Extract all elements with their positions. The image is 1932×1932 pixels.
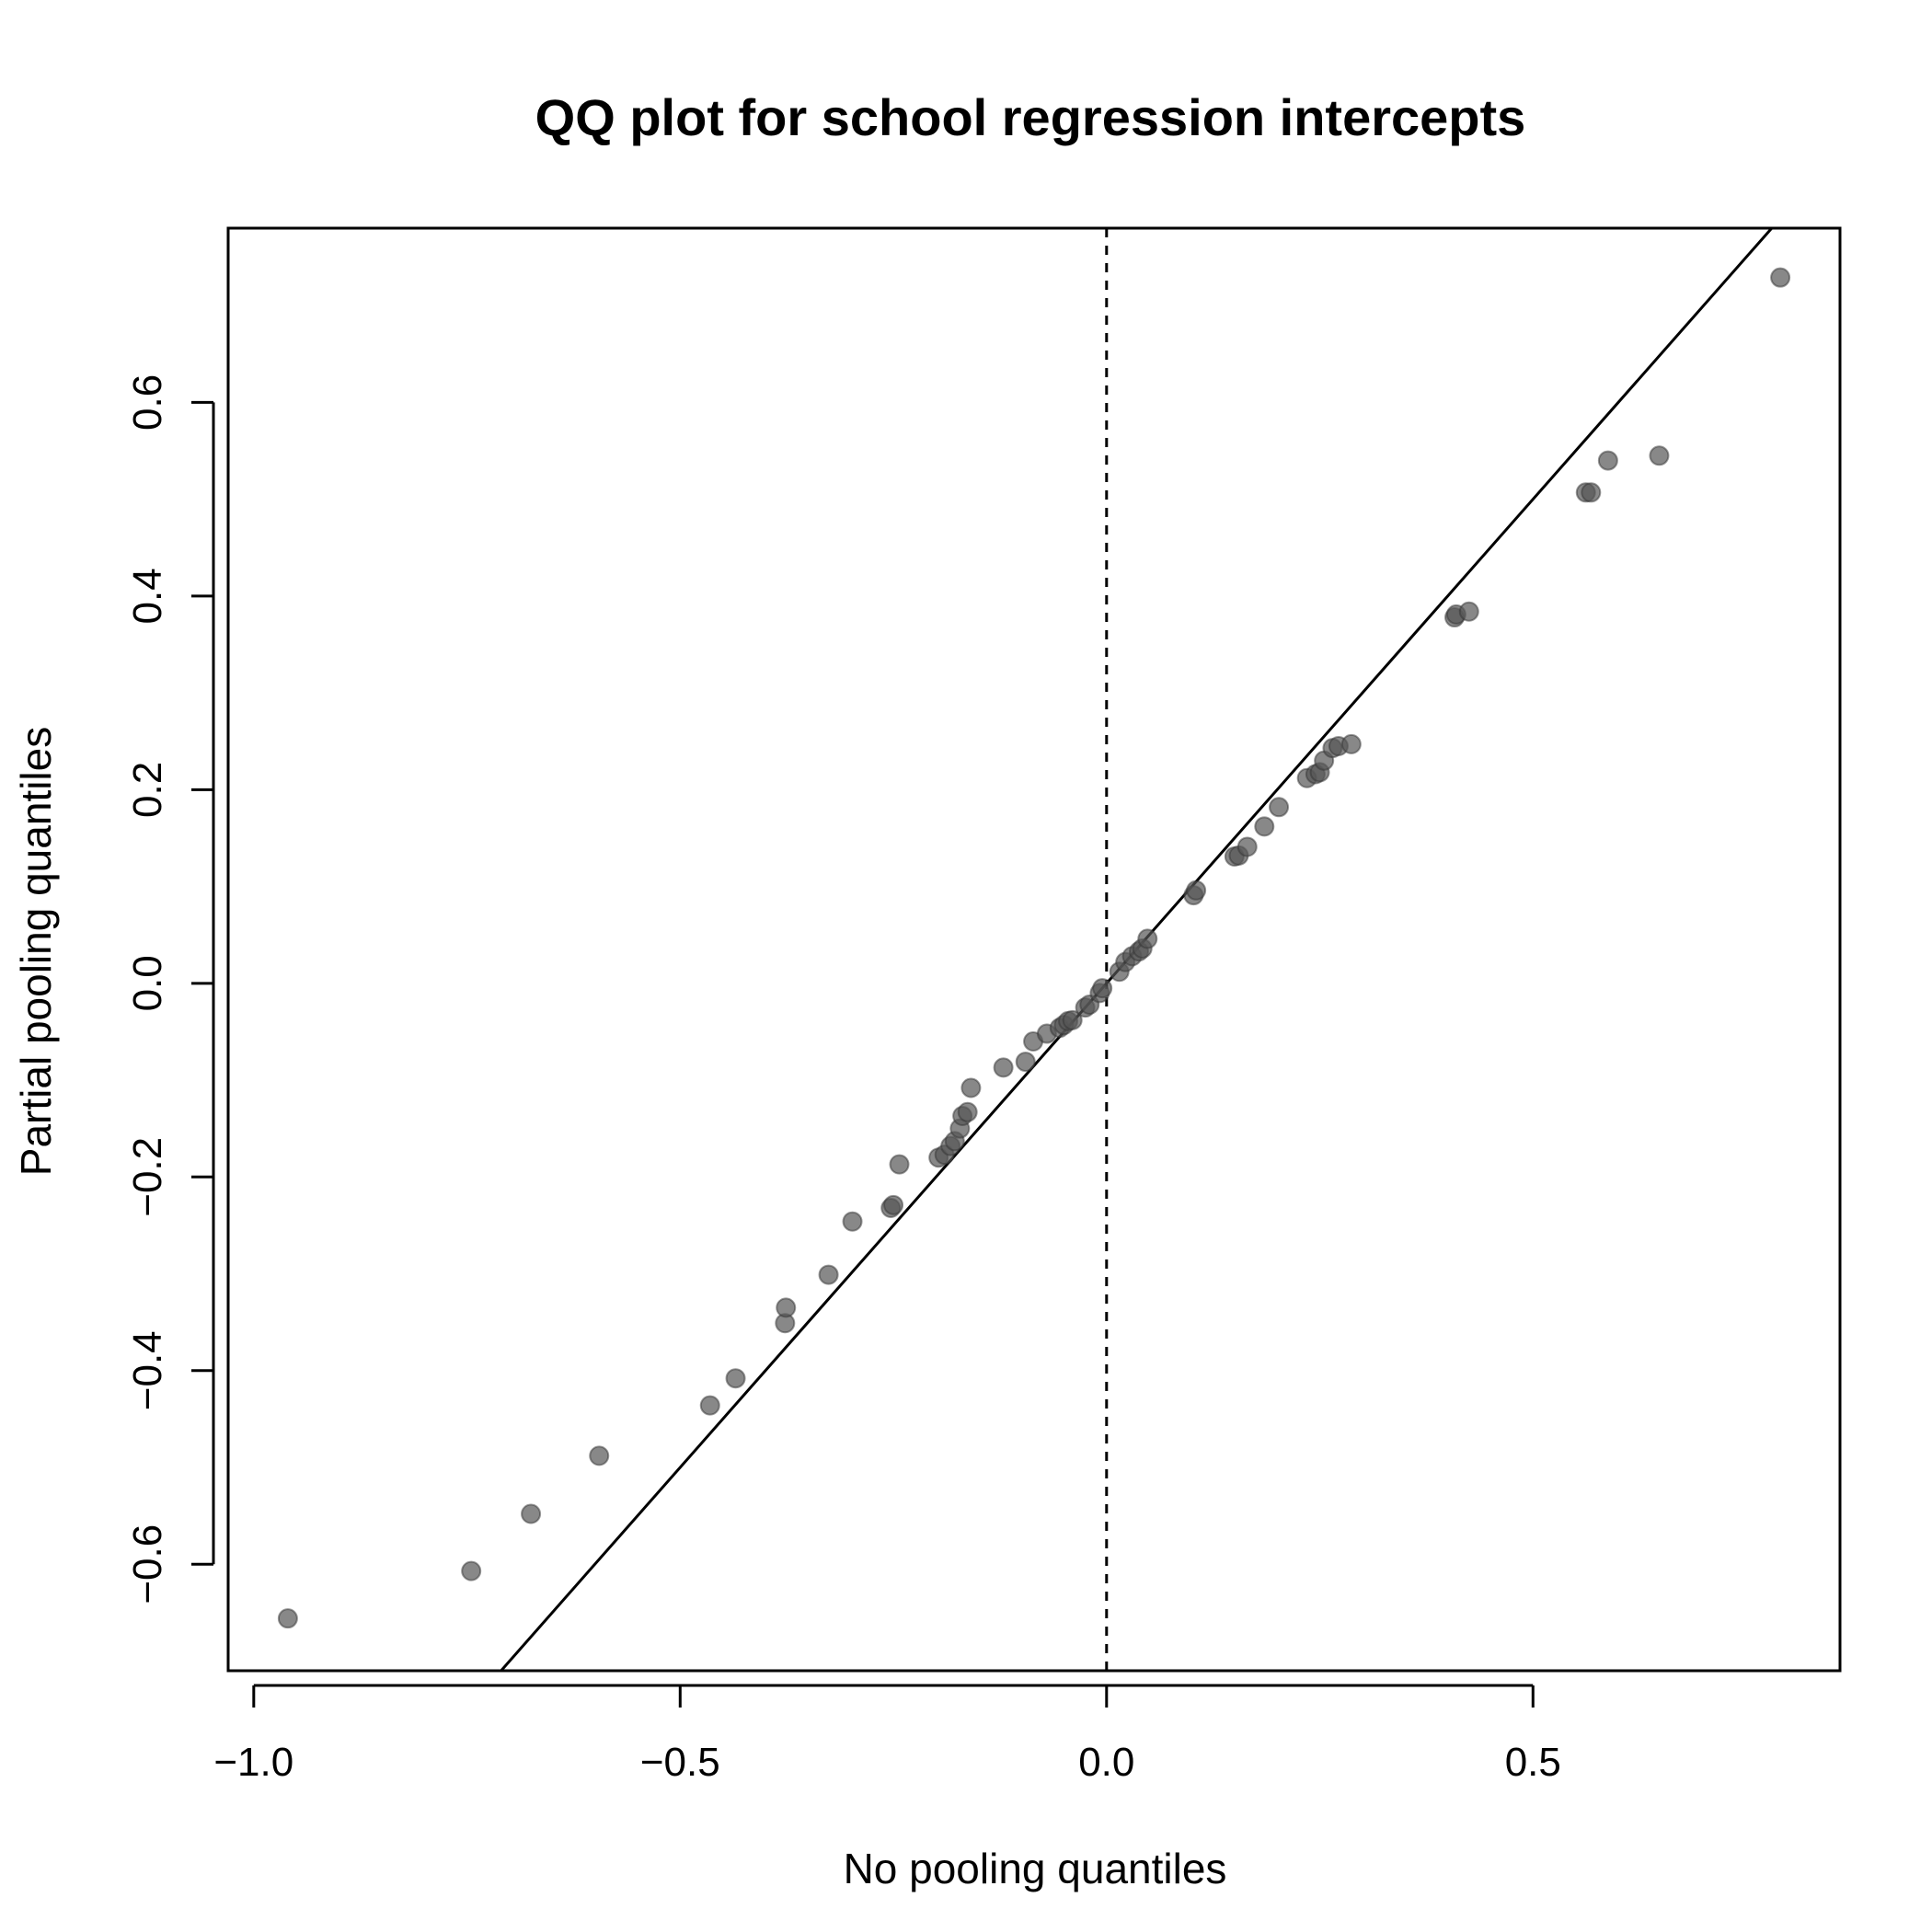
chart-title: QQ plot for school regression intercepts (535, 88, 1526, 146)
data-point (1581, 482, 1602, 503)
y-tick-label: −0.2 (125, 1137, 170, 1217)
data-point (1649, 445, 1670, 466)
plot-frame (226, 226, 1842, 1673)
x-tick-label: −1.0 (213, 1740, 293, 1785)
data-point (1770, 267, 1791, 288)
data-point (589, 1445, 610, 1466)
x-tick-label: −0.5 (640, 1740, 720, 1785)
y-axis-label: Partial pooling quantiles (12, 727, 60, 1176)
data-point (1062, 1009, 1083, 1030)
y-tick-label: −0.6 (125, 1524, 170, 1604)
data-point (277, 1608, 298, 1629)
y-tick-label: 0.4 (125, 568, 170, 624)
data-point (957, 1101, 978, 1122)
data-point (1236, 836, 1258, 857)
y-axis: −0.6 −0.4 −0.2 0.0 0.2 0.4 0.6 (125, 374, 215, 1604)
y-tick-label: 0.6 (125, 374, 170, 431)
data-point (699, 1395, 720, 1416)
x-axis: −1.0 −0.5 0.0 0.5 (213, 1684, 1561, 1785)
y-tick-label: −0.4 (125, 1330, 170, 1410)
data-point (960, 1077, 982, 1098)
data-point (842, 1211, 863, 1232)
data-point (1597, 450, 1618, 471)
data-point (1186, 880, 1207, 901)
data-point (1137, 928, 1158, 949)
data-point (461, 1560, 482, 1581)
data-point (521, 1503, 542, 1524)
data-point (1269, 797, 1290, 818)
y-tick-label: 0.2 (125, 762, 170, 818)
data-point (776, 1297, 797, 1318)
plot-content (277, 228, 1791, 1671)
data-point (1458, 601, 1479, 622)
x-tick-label: 0.5 (1505, 1740, 1561, 1785)
data-point (1092, 978, 1113, 999)
data-point (818, 1264, 839, 1285)
y-tick-label: 0.0 (125, 955, 170, 1011)
data-point (993, 1057, 1014, 1078)
data-point (725, 1368, 746, 1389)
data-point (1015, 1052, 1036, 1073)
x-axis-label: No pooling quantiles (844, 1845, 1227, 1892)
data-point (883, 1194, 904, 1215)
data-point (1340, 733, 1362, 754)
x-tick-label: 0.0 (1078, 1740, 1134, 1785)
data-point (1254, 816, 1275, 837)
scatter-points (277, 267, 1791, 1629)
data-point (889, 1154, 910, 1175)
